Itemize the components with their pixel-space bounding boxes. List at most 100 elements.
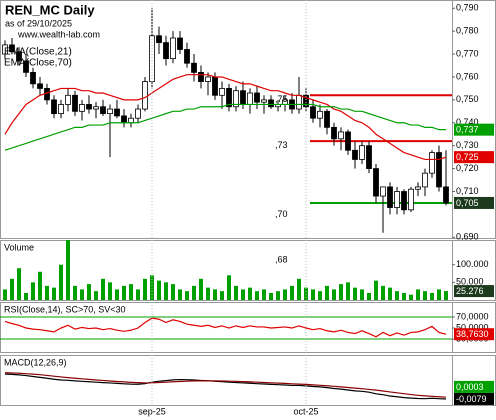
last-value-box: [454, 196, 494, 209]
candle-body: [268, 99, 274, 108]
y-tick-label: 0,770: [456, 48, 479, 58]
volume-bar: [402, 292, 406, 300]
last-value-label: 0,705: [456, 198, 479, 208]
candle-body: [184, 49, 190, 64]
candle-body: [23, 60, 29, 73]
candle-body: [324, 110, 330, 128]
indicator-line: [4, 373, 447, 400]
y-tick-label: 50.000: [456, 277, 484, 287]
volume-bar: [220, 291, 224, 300]
volume-bar: [108, 282, 112, 300]
volume-bar: [409, 294, 413, 300]
volume-bar: [339, 284, 343, 300]
candle-body: [422, 172, 428, 188]
source: www.wealth-lab.com: [17, 29, 100, 39]
volume-bar: [332, 289, 336, 300]
candle-body: [198, 71, 204, 82]
legend-entry: EMA(Close,21): [4, 47, 72, 58]
volume-bar: [136, 289, 140, 300]
volume-bar: [150, 275, 154, 300]
volume-bar: [31, 282, 35, 300]
volume-bar: [262, 289, 266, 300]
volume-bar: [164, 282, 168, 300]
candle-body: [219, 88, 225, 96]
volume-bar: [360, 289, 364, 300]
volume-bar: [297, 278, 301, 300]
candle-body: [240, 90, 246, 105]
candle-body: [205, 76, 211, 82]
candle-body: [345, 131, 351, 151]
volume-bar: [234, 285, 238, 300]
indicator-line: [4, 372, 447, 398]
volume-bar: [388, 287, 392, 300]
volume-bar: [122, 285, 126, 300]
candle-body: [415, 186, 421, 190]
last-value-label: 0,0003: [456, 382, 484, 392]
volume-bar: [304, 287, 308, 300]
volume-bar: [199, 278, 203, 300]
volume-bar: [374, 280, 378, 300]
y-tick-label: 0,780: [456, 26, 479, 36]
candle-body: [93, 106, 99, 110]
y-tick-label: 0,730: [456, 140, 479, 150]
candle-body: [380, 186, 386, 197]
volume-bar: [24, 292, 28, 300]
y-tick-label: 100.000: [456, 259, 489, 269]
last-value-box: [454, 380, 494, 393]
candle-body: [9, 44, 15, 53]
volume-bar: [290, 285, 294, 300]
candle-body: [366, 145, 372, 169]
annotation: ,68: [275, 255, 288, 265]
plot: [2, 8, 452, 233]
candle-body: [107, 108, 113, 115]
candle-body: [233, 90, 239, 108]
y-tick-label: 0,720: [456, 163, 479, 173]
volume-bar: [38, 271, 42, 300]
last-value-box: [454, 151, 494, 164]
volume-bar: [437, 289, 441, 300]
volume-bar: [353, 287, 357, 300]
volume-bar: [192, 285, 196, 300]
last-value-label: -0,0079: [456, 394, 487, 404]
candle-body: [121, 115, 127, 124]
last-value-label: 0,725: [456, 152, 479, 162]
candle-body: [373, 168, 379, 197]
candle-body: [247, 92, 253, 105]
candle-body: [65, 94, 71, 105]
y-tick-label: 50,0000: [456, 322, 489, 332]
x-tick-label: sep-25: [138, 406, 166, 416]
candle-body: [37, 83, 43, 89]
candle-body: [387, 186, 393, 208]
volume-bar: [227, 275, 231, 300]
panel-title: RSI(Close,14), SC>70, SV<30: [4, 304, 126, 314]
volume-bar: [206, 287, 210, 300]
volume-bar: [255, 291, 259, 300]
annotation: ,75: [275, 94, 288, 104]
volume-bar: [185, 291, 189, 300]
candle-body: [261, 99, 267, 103]
subtitle: as of 29/10/2025: [5, 18, 72, 28]
volume-bar: [311, 289, 315, 300]
candle-body: [51, 99, 57, 115]
volume-bar: [45, 285, 49, 300]
last-value-box: [454, 328, 494, 341]
last-value-box: [454, 123, 494, 136]
volume-bar: [94, 291, 98, 300]
volume-bar: [101, 278, 105, 300]
candle-body: [429, 152, 435, 174]
candle-body: [338, 131, 344, 140]
y-tick-label: 70,0000: [456, 311, 489, 321]
volume-bar: [241, 289, 245, 300]
volume-bar: [66, 240, 70, 300]
candle-body: [177, 37, 183, 50]
volume-bar: [129, 284, 133, 300]
candle-body: [16, 51, 22, 62]
x-tick-label: oct-25: [293, 406, 318, 416]
candle-body: [170, 37, 176, 60]
annotation: ,70: [275, 209, 288, 219]
volume-bar: [430, 292, 434, 300]
y-tick-label: 0,690: [456, 232, 479, 242]
candle-body: [163, 42, 169, 60]
